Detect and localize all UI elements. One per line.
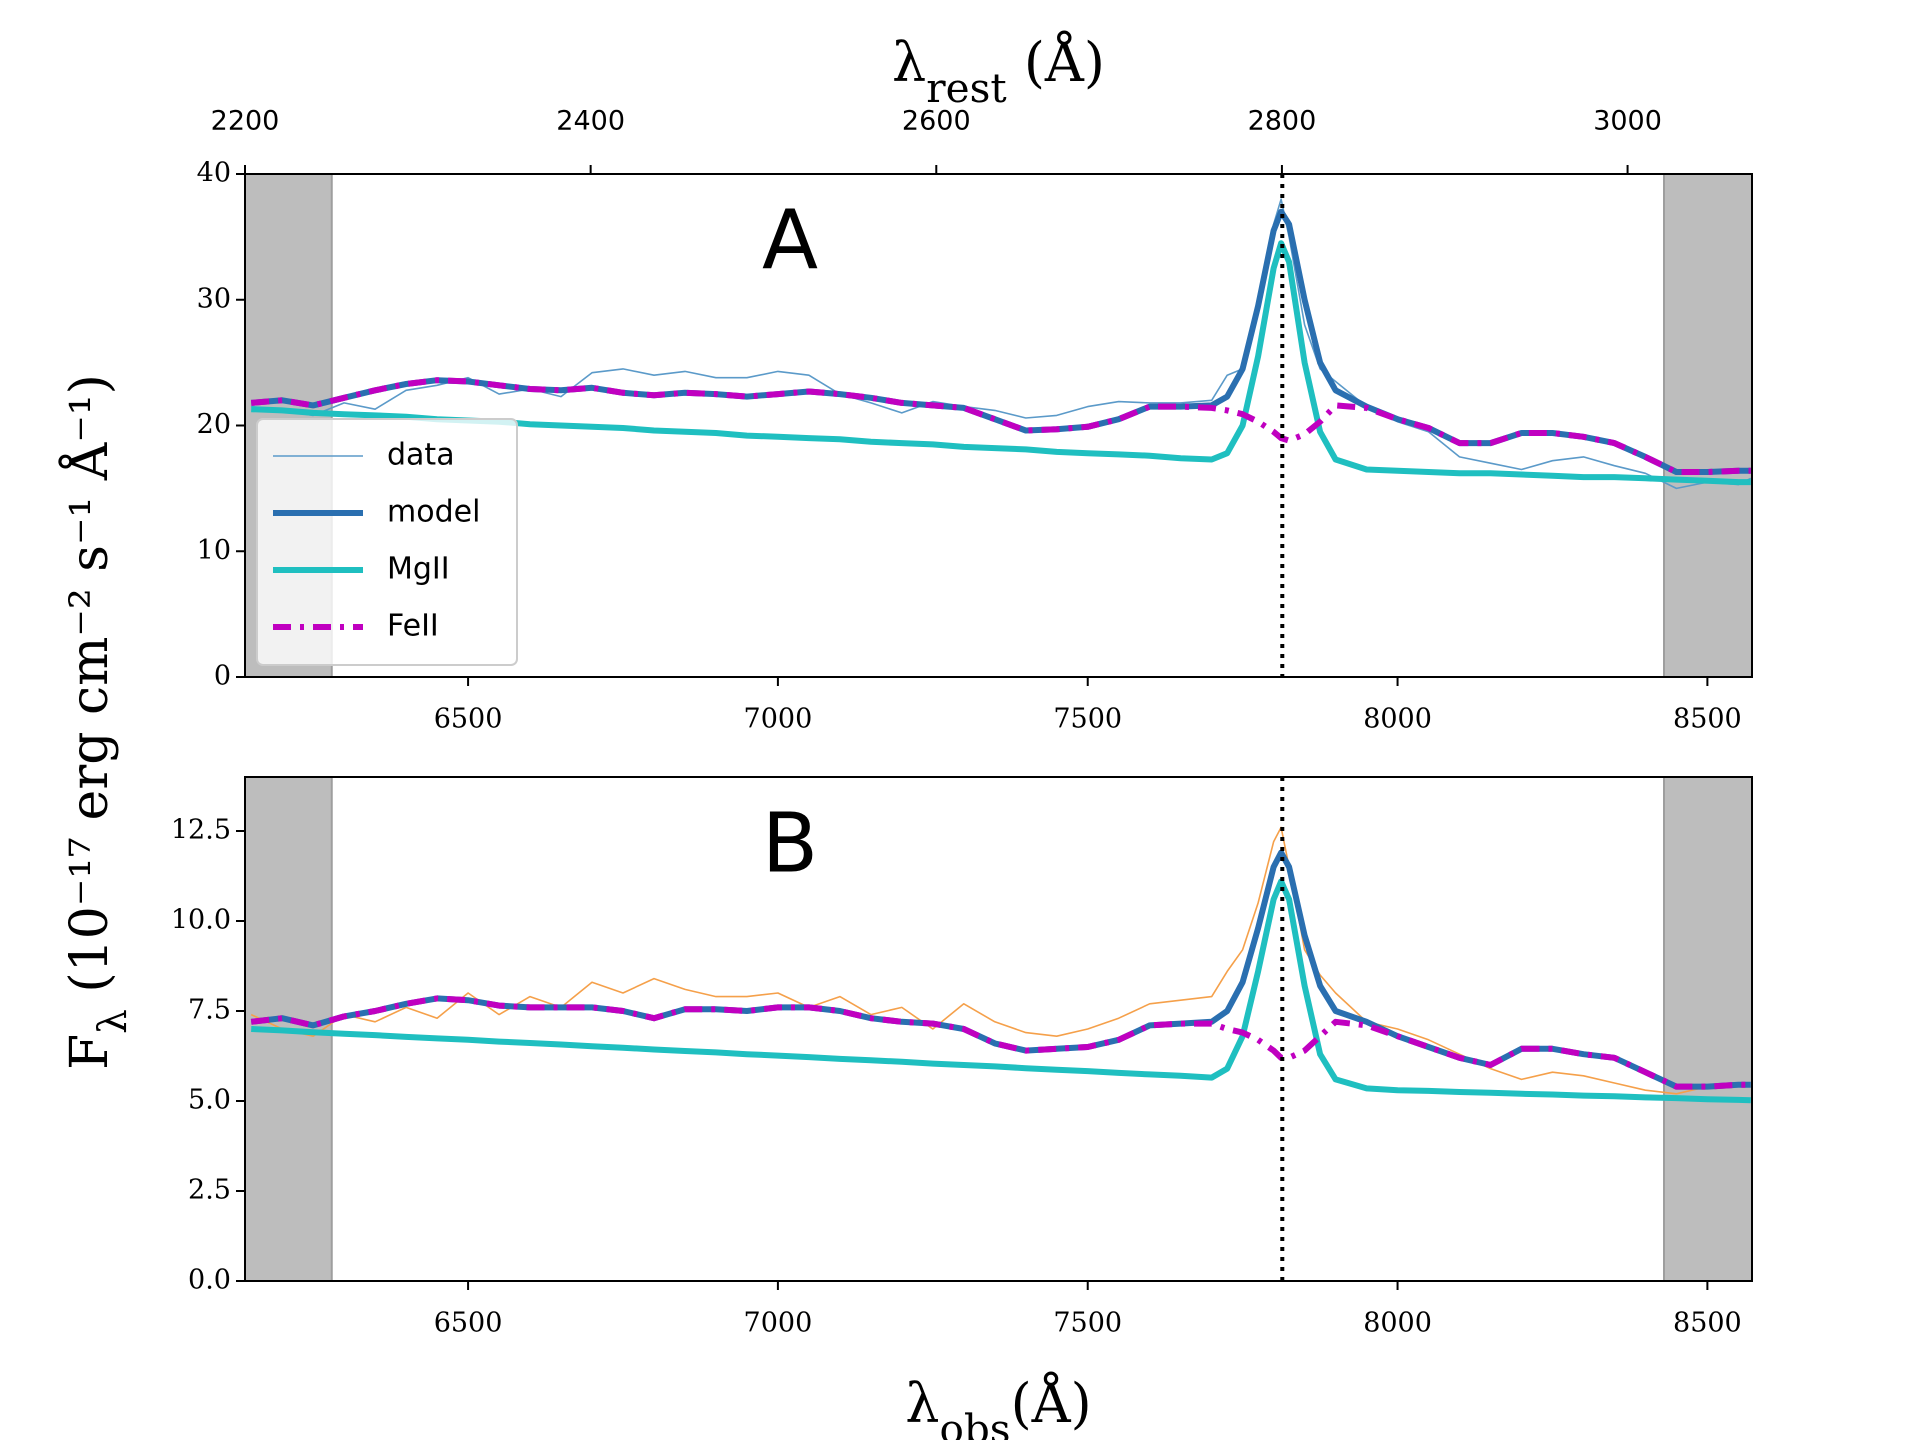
legend-label: data: [387, 438, 455, 473]
x-tick-label: 7500: [1053, 1308, 1122, 1339]
x-tick-label: 8500: [1673, 704, 1742, 735]
y-tick-label: 0.0: [188, 1265, 231, 1296]
y-tick-label: 2.5: [188, 1175, 231, 1206]
label-unit: (10⁻¹⁷ erg cm⁻² s⁻¹ Å⁻¹): [58, 374, 120, 1009]
legend: data model MgII FeII: [256, 418, 518, 666]
series-line: [250, 826, 1752, 1095]
label-subscript: λ: [91, 1009, 136, 1034]
masked-region: [1663, 174, 1752, 677]
label-unit: (Å): [1011, 1370, 1092, 1435]
x-tick-label: 8000: [1363, 1308, 1432, 1339]
x2-axis-label: λrest (Å): [892, 29, 1105, 112]
series-line: [251, 240, 1751, 486]
legend-label: FeII: [387, 609, 439, 644]
label-subscript: obs: [940, 1405, 1011, 1440]
masked-region: [1663, 777, 1752, 1281]
label-subscript: rest: [926, 64, 1006, 112]
plot-area: [245, 174, 1752, 677]
x2-tick-label: 2600: [902, 106, 971, 137]
y-axis-label: Fλ (10⁻¹⁷ erg cm⁻² s⁻¹ Å⁻¹): [58, 374, 136, 1070]
label-symbol: F: [60, 1034, 120, 1070]
y-tick-label: 20: [197, 409, 231, 440]
x-tick-label: 7000: [744, 1308, 813, 1339]
plot-area: [245, 777, 1752, 1281]
legend-label: MgII: [387, 552, 450, 587]
x-tick-label: 6500: [434, 1308, 503, 1339]
panel-label: A: [762, 193, 818, 288]
x2-tick-label: 2400: [556, 106, 625, 137]
legend-label: model: [387, 495, 480, 530]
label-unit: (Å): [1007, 29, 1105, 94]
x2-tick-label: 3000: [1593, 106, 1662, 137]
axes-frame: [244, 776, 1753, 1282]
panel-label: B: [762, 796, 818, 891]
y-tick-label: 40: [197, 158, 231, 189]
x-tick-label: 7000: [744, 704, 813, 735]
y-tick-label: 10.0: [171, 905, 231, 936]
y-tick-label: 10: [197, 535, 231, 566]
x-tick-label: 8000: [1363, 704, 1432, 735]
x-tick-label: 6500: [434, 704, 503, 735]
x-tick-label: 7500: [1053, 704, 1122, 735]
y-tick-label: 0: [214, 661, 231, 692]
x2-tick-label: 2800: [1248, 106, 1317, 137]
y-tick-label: 5.0: [188, 1085, 231, 1116]
label-symbol: λ: [905, 1372, 939, 1435]
series-line: [250, 995, 1751, 1090]
y-tick-label: 12.5: [171, 815, 231, 846]
legend-frame: [256, 418, 518, 666]
y-tick-label: 7.5: [188, 995, 231, 1026]
label-symbol: λ: [892, 31, 926, 94]
series-line: [250, 377, 1751, 475]
x-tick-label: 8500: [1673, 1308, 1742, 1339]
x2-tick-label: 2200: [211, 106, 280, 137]
x-axis-label: λobs(Å): [905, 1370, 1091, 1440]
y-tick-label: 30: [197, 283, 231, 314]
series-line: [251, 878, 1751, 1104]
